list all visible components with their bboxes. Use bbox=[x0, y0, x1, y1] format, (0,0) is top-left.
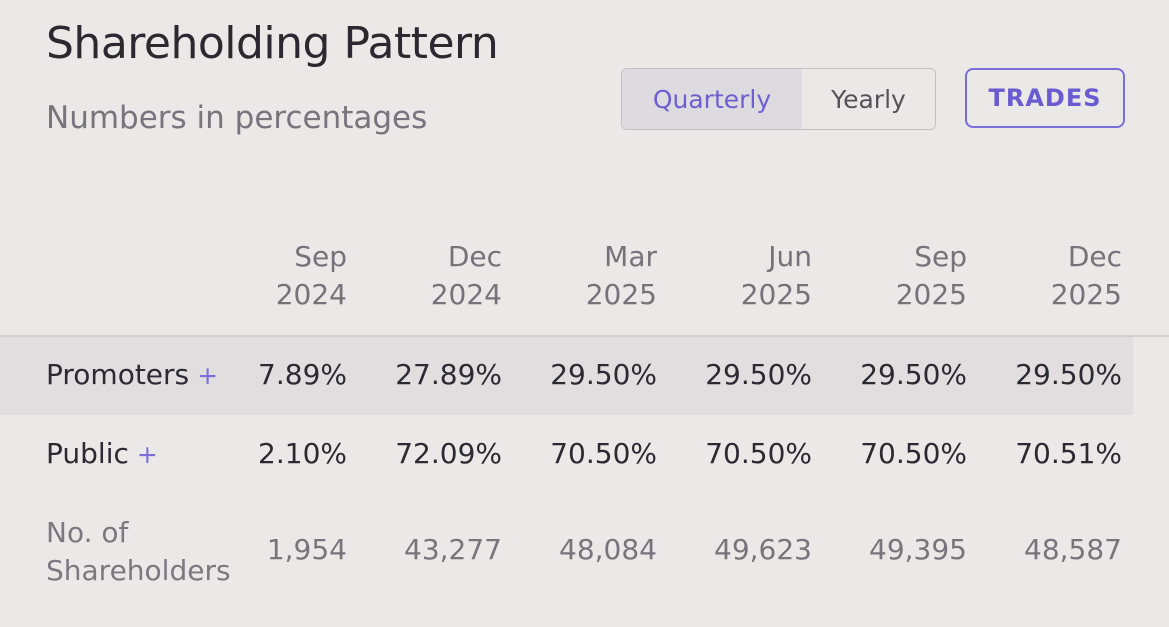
column-header: Sep 2025 bbox=[817, 238, 967, 314]
column-header-month: Sep bbox=[294, 240, 347, 273]
column-header-year: 2025 bbox=[740, 278, 812, 311]
table-cell: 2.10% bbox=[258, 437, 347, 470]
expand-plus-icon[interactable]: + bbox=[136, 440, 158, 469]
column-header-month: Mar bbox=[604, 240, 657, 273]
row-label-text: Public bbox=[46, 437, 129, 470]
column-header-month: Dec bbox=[1067, 240, 1122, 273]
table-cell: 43,277 bbox=[404, 533, 502, 566]
table-cell: 48,587 bbox=[1024, 533, 1122, 566]
table-cell: 27.89% bbox=[395, 358, 502, 391]
column-header-year: 2025 bbox=[585, 278, 657, 311]
column-header: Dec 2024 bbox=[352, 238, 502, 314]
table-cell: 29.50% bbox=[1015, 358, 1122, 391]
column-header-year: 2025 bbox=[1050, 278, 1122, 311]
promoters-row-highlight bbox=[0, 337, 1133, 415]
table-cell: 48,084 bbox=[559, 533, 657, 566]
page-title: Shareholding Pattern bbox=[46, 18, 499, 69]
column-header-month: Jun bbox=[768, 240, 812, 273]
expand-plus-icon[interactable]: + bbox=[197, 361, 219, 390]
period-toggle: Quarterly Yearly bbox=[621, 68, 936, 130]
column-header-year: 2025 bbox=[895, 278, 967, 311]
row-label-text: Promoters bbox=[46, 358, 190, 391]
page-subtitle: Numbers in percentages bbox=[46, 100, 428, 136]
yearly-toggle-option[interactable]: Yearly bbox=[802, 69, 935, 129]
table-cell: 49,395 bbox=[869, 533, 967, 566]
table-cell: 29.50% bbox=[705, 358, 812, 391]
table-cell: 49,623 bbox=[714, 533, 812, 566]
column-header-year: 2024 bbox=[430, 278, 502, 311]
table-cell: 29.50% bbox=[550, 358, 657, 391]
quarterly-toggle-option[interactable]: Quarterly bbox=[622, 69, 802, 129]
table-cell: 70.50% bbox=[550, 437, 657, 470]
column-header: Dec 2025 bbox=[972, 238, 1122, 314]
shareholders-row-label: No. of Shareholders bbox=[46, 514, 231, 590]
column-header-year: 2024 bbox=[275, 278, 347, 311]
table-cell: 70.50% bbox=[860, 437, 967, 470]
row-label-line2: Shareholders bbox=[46, 554, 231, 587]
table-cell: 7.89% bbox=[258, 358, 347, 391]
column-header: Mar 2025 bbox=[507, 238, 657, 314]
table-cell: 29.50% bbox=[860, 358, 967, 391]
column-header-month: Sep bbox=[914, 240, 967, 273]
table-cell: 1,954 bbox=[266, 533, 347, 566]
row-label-line1: No. of bbox=[46, 516, 129, 549]
column-header-month: Dec bbox=[447, 240, 502, 273]
public-row-label[interactable]: Public + bbox=[46, 437, 158, 470]
header-divider bbox=[0, 335, 1169, 337]
table-cell: 70.50% bbox=[705, 437, 812, 470]
promoters-row-label[interactable]: Promoters + bbox=[46, 358, 218, 391]
column-header: Jun 2025 bbox=[662, 238, 812, 314]
table-cell: 70.51% bbox=[1015, 437, 1122, 470]
trades-button[interactable]: TRADES bbox=[965, 68, 1125, 128]
table-cell: 72.09% bbox=[395, 437, 502, 470]
column-header: Sep 2024 bbox=[197, 238, 347, 314]
